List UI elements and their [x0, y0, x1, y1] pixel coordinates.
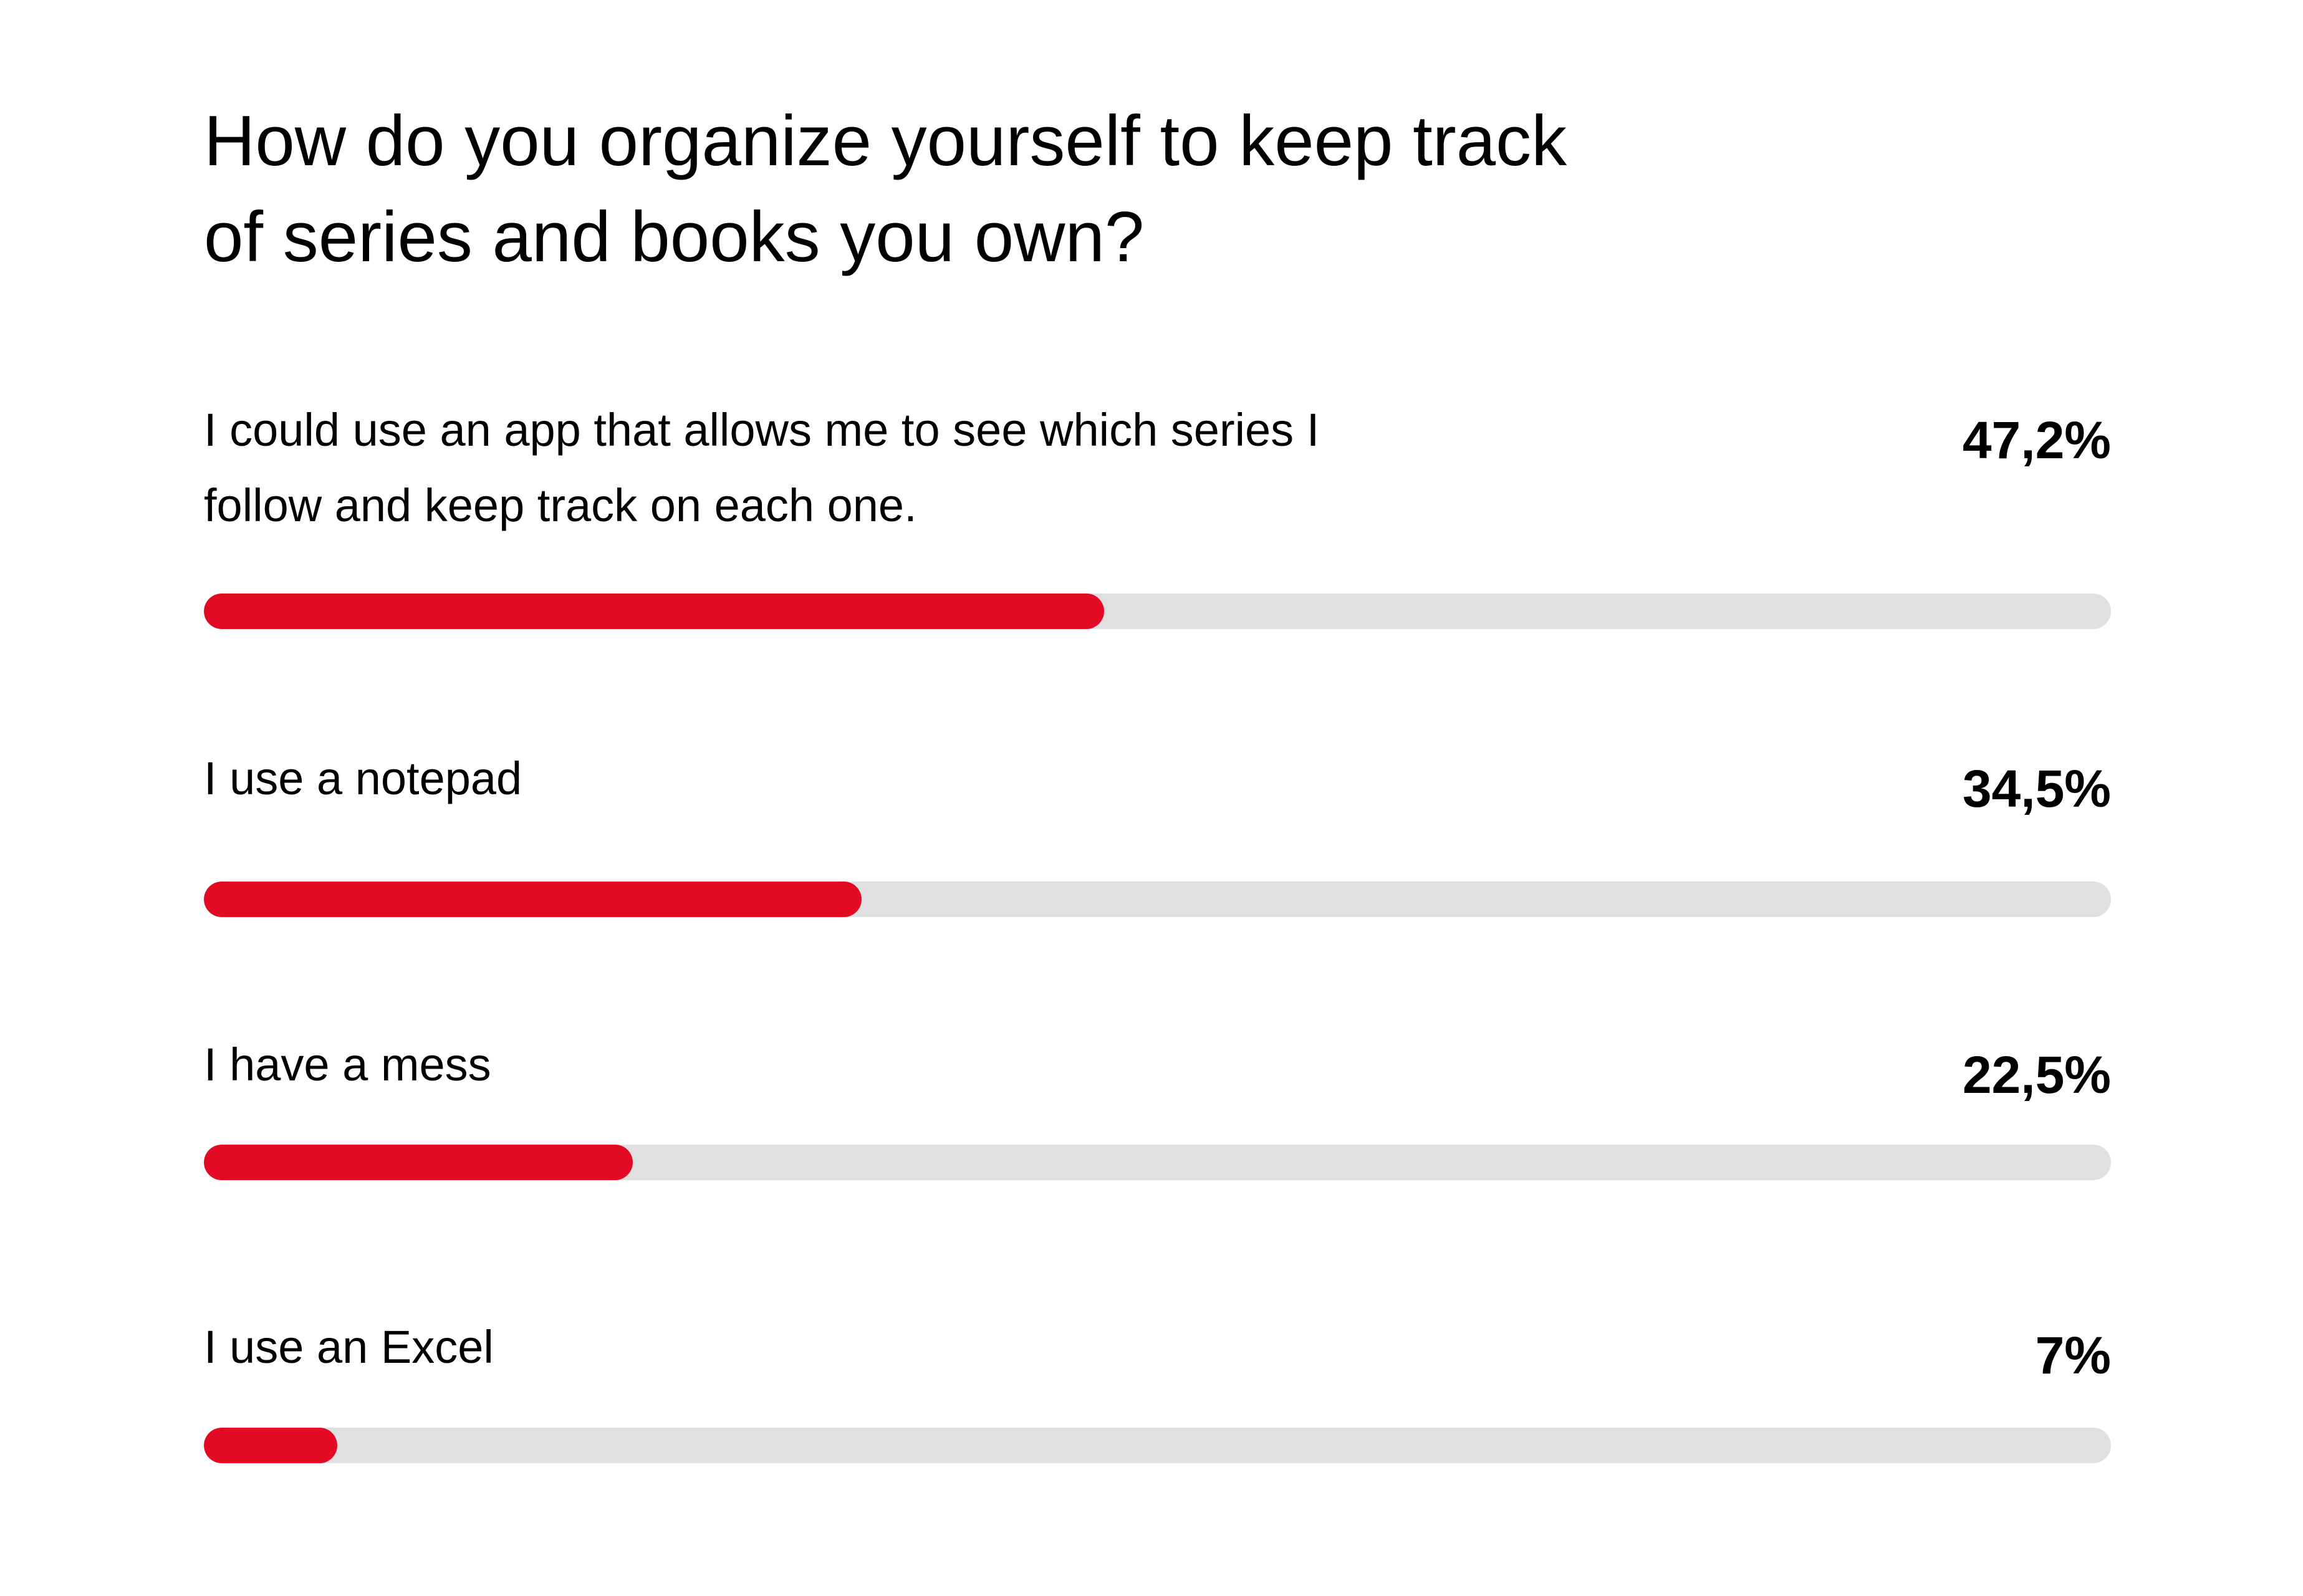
- bar-track: [204, 594, 2111, 629]
- option-label: I use a notepad: [204, 752, 522, 804]
- bar: [204, 1428, 338, 1463]
- percent-label: 7%: [2035, 1326, 2111, 1385]
- option-label: I have a mess: [204, 1039, 491, 1090]
- chart-title: How do you organize yourself to keep tra…: [204, 102, 1567, 277]
- bar-track: [204, 1145, 2111, 1180]
- bar-track: [204, 1428, 2111, 1463]
- percent-label: 34,5%: [1962, 759, 2111, 818]
- percent-label: 22,5%: [1962, 1046, 2111, 1104]
- option-label: I could use an app that allows me to see…: [204, 404, 1320, 531]
- bar: [204, 1145, 633, 1180]
- percent-label: 47,2%: [1962, 411, 2111, 469]
- bar: [204, 882, 862, 917]
- bar-track: [204, 882, 2111, 917]
- option-label: I use an Excel: [204, 1321, 494, 1373]
- bar: [204, 594, 1104, 629]
